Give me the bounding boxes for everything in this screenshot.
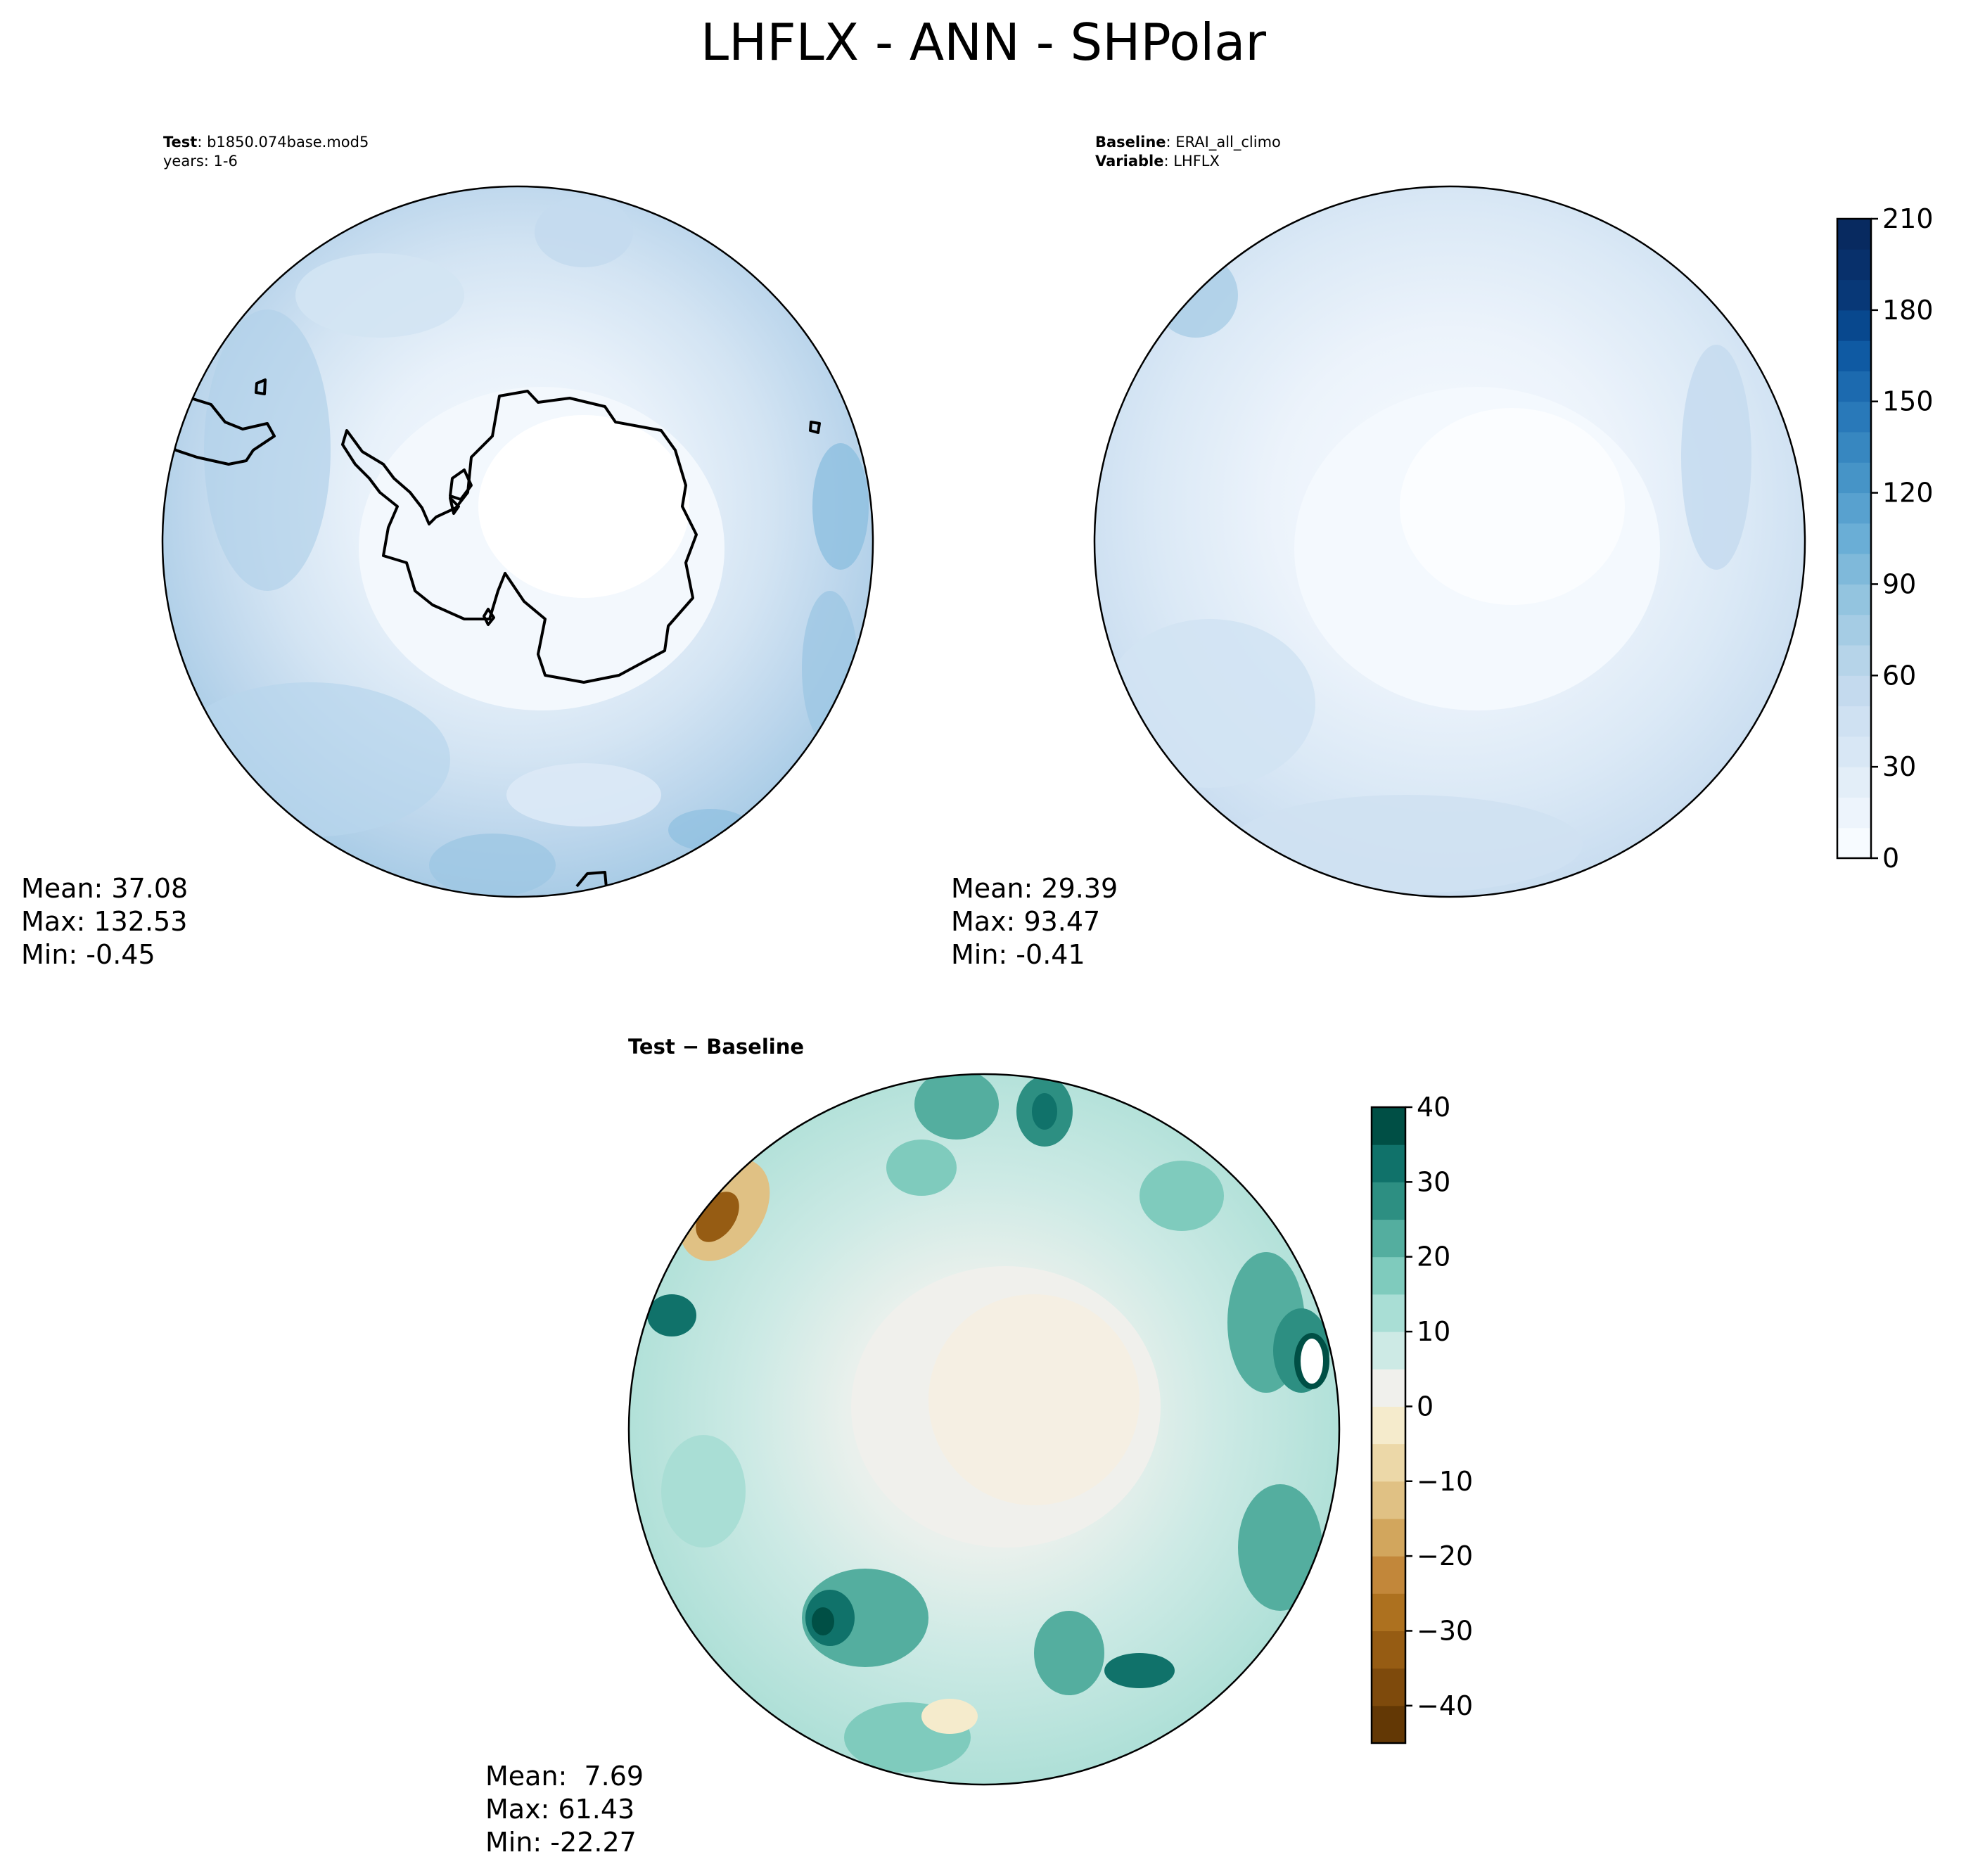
baseline-map (1094, 186, 1805, 897)
colorbar-diff-segment (1372, 1182, 1405, 1220)
colorbar-abs-segment (1837, 827, 1871, 859)
difference-stat-max: Max: 61.43 (485, 1794, 634, 1825)
colorbar-diff-tick-label: 10 (1417, 1316, 1450, 1347)
colorbar-diff-segment (1372, 1443, 1405, 1482)
colorbar-diff-segment (1372, 1631, 1405, 1669)
colorbar-diff-segment (1372, 1332, 1405, 1370)
colorbar-diff-tick-label: 0 (1417, 1391, 1434, 1422)
colorbar-diff-segment (1372, 1556, 1405, 1594)
colorbar-abs-frame (1836, 217, 1872, 860)
colorbar-abs-segment (1837, 310, 1871, 341)
colorbar-diff-segment (1372, 1481, 1405, 1519)
colorbar-abs-tick-label: 180 (1882, 295, 1934, 326)
baseline-panel: Baseline: ERAI_all_climo Variable: LHFLX… (951, 134, 1806, 970)
colorbar-diff-segment (1372, 1406, 1405, 1445)
difference-stat-mean: Mean: 7.69 (485, 1761, 644, 1792)
colorbar-diff-tick-label: 40 (1417, 1092, 1450, 1123)
colorbar-abs-tick-label: 90 (1882, 568, 1916, 599)
colorbar-abs-segment (1837, 706, 1871, 737)
colorbar-abs-segment (1837, 554, 1871, 585)
test-coastlines (164, 378, 821, 888)
baseline-map-boundary (1093, 185, 1806, 898)
colorbar-abs-segment (1837, 401, 1871, 433)
test-map-boundary (161, 185, 874, 898)
colorbar-abs-segment (1837, 492, 1871, 524)
colorbar-diff-tick-label: −10 (1417, 1466, 1473, 1497)
colorbar-abs-segment (1837, 675, 1871, 707)
colorbar-diff-segment (1372, 1144, 1405, 1182)
colorbar-diff-tick-label: 30 (1417, 1166, 1450, 1197)
test-stat-mean: Mean: 37.08 (21, 873, 188, 904)
difference-colorbar: 40 30 20 10 0 −10 −20 −30 −40 (1370, 1092, 1473, 1744)
colorbar-abs-segment (1837, 584, 1871, 615)
colorbar-abs-tick-label: 210 (1882, 203, 1934, 234)
colorbar-diff-segment (1372, 1518, 1405, 1557)
test-stat-max: Max: 132.53 (21, 906, 187, 937)
colorbar-abs-segment (1837, 523, 1871, 554)
colorbar-abs-segment (1837, 340, 1871, 371)
colorbar-diff-segment (1372, 1294, 1405, 1332)
figure-title: LHFLX - ANN - SHPolar (701, 13, 1266, 72)
colorbar-abs-segment (1837, 767, 1871, 798)
colorbar-abs-segment (1837, 219, 1871, 250)
colorbar-abs-tick-label: 150 (1882, 386, 1934, 417)
colorbar-diff-tick-label: −20 (1417, 1540, 1473, 1571)
baseline-stat-min: Min: -0.41 (951, 939, 1085, 970)
absolute-colorbar: 0 30 60 90 120 150 180 210 (1836, 203, 1934, 874)
colorbar-diff-tick-label: −40 (1417, 1690, 1473, 1721)
colorbar-diff-frame (1370, 1106, 1407, 1744)
baseline-header-line-2: Variable: LHFLX (1095, 153, 1220, 170)
colorbar-diff-segment (1372, 1369, 1405, 1407)
colorbar-abs-segment (1837, 645, 1871, 676)
colorbar-diff-segment (1372, 1705, 1405, 1744)
baseline-stat-max: Max: 93.47 (951, 906, 1100, 937)
difference-map (629, 1074, 1339, 1785)
baseline-stat-mean: Mean: 29.39 (951, 873, 1118, 904)
colorbar-abs-tick-label: 30 (1882, 751, 1916, 782)
test-map (162, 186, 873, 897)
colorbar-diff-segment (1372, 1219, 1405, 1258)
colorbar-abs-segment (1837, 614, 1871, 646)
colorbar-diff-segment (1372, 1107, 1405, 1145)
colorbar-diff-tick-label: 20 (1417, 1242, 1450, 1272)
colorbar-abs-tick-label: 120 (1882, 478, 1934, 509)
colorbar-abs-tick-label: 0 (1882, 843, 1899, 874)
colorbar-abs-tick-label: 60 (1882, 660, 1916, 691)
colorbar-abs-segment (1837, 279, 1871, 311)
test-stat-min: Min: -0.45 (21, 939, 155, 970)
test-header-line-1: Test: b1850.074base.mod5 (163, 134, 369, 151)
colorbar-abs-segment (1837, 797, 1871, 829)
colorbar-abs-segment (1837, 432, 1871, 463)
colorbar-abs-segment (1837, 462, 1871, 494)
colorbar-diff-tick-label: −30 (1417, 1615, 1473, 1646)
colorbar-abs-segment (1837, 371, 1871, 402)
colorbar-diff-segment (1372, 1593, 1405, 1631)
difference-map-boundary (627, 1073, 1341, 1786)
difference-stat-min: Min: -22.27 (485, 1827, 637, 1858)
baseline-header-line-1: Baseline: ERAI_all_climo (1095, 134, 1281, 151)
test-panel: Test: b1850.074base.mod5 years: 1-6 (21, 134, 874, 970)
test-header-line-2: years: 1-6 (163, 153, 238, 170)
colorbar-diff-segment (1372, 1668, 1405, 1706)
colorbar-abs-segment (1837, 249, 1871, 281)
colorbar-diff-segment (1372, 1256, 1405, 1295)
difference-panel: Test − Baseline (485, 1035, 1341, 1858)
difference-header: Test − Baseline (628, 1035, 804, 1059)
colorbar-abs-segment (1837, 736, 1871, 767)
